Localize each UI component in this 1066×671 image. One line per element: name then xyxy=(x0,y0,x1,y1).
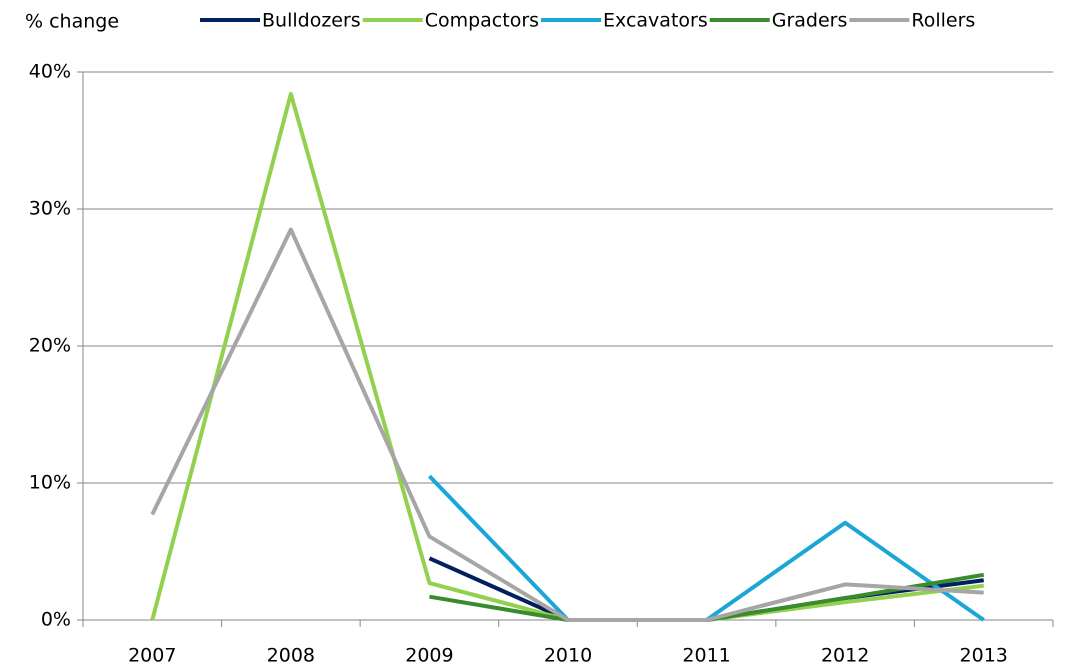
legend-label: Excavators xyxy=(603,10,708,32)
x-tick-label: 2007 xyxy=(128,645,176,667)
legend-label: Bulldozers xyxy=(262,10,361,32)
legend-label: Graders xyxy=(772,10,848,32)
x-tick-label: 2010 xyxy=(544,645,592,667)
series-line xyxy=(150,91,984,622)
y-tick-label: 30% xyxy=(29,198,71,220)
x-tick-label: 2013 xyxy=(960,645,1008,667)
y-tick-label: 40% xyxy=(29,61,71,83)
y-tick-label: 20% xyxy=(29,335,71,357)
series-line xyxy=(427,474,985,622)
y-axis-label: % change xyxy=(25,11,119,33)
x-tick-label: 2009 xyxy=(405,645,453,667)
series-line xyxy=(150,227,984,622)
y-tick-label: 0% xyxy=(41,609,71,631)
x-tick-label: 2008 xyxy=(267,645,315,667)
x-tick-label: 2011 xyxy=(682,645,730,667)
y-tick-label: 10% xyxy=(29,472,71,494)
legend-label: Compactors xyxy=(425,10,539,32)
legend-label: Rollers xyxy=(911,10,975,32)
x-tick-label: 2012 xyxy=(821,645,869,667)
